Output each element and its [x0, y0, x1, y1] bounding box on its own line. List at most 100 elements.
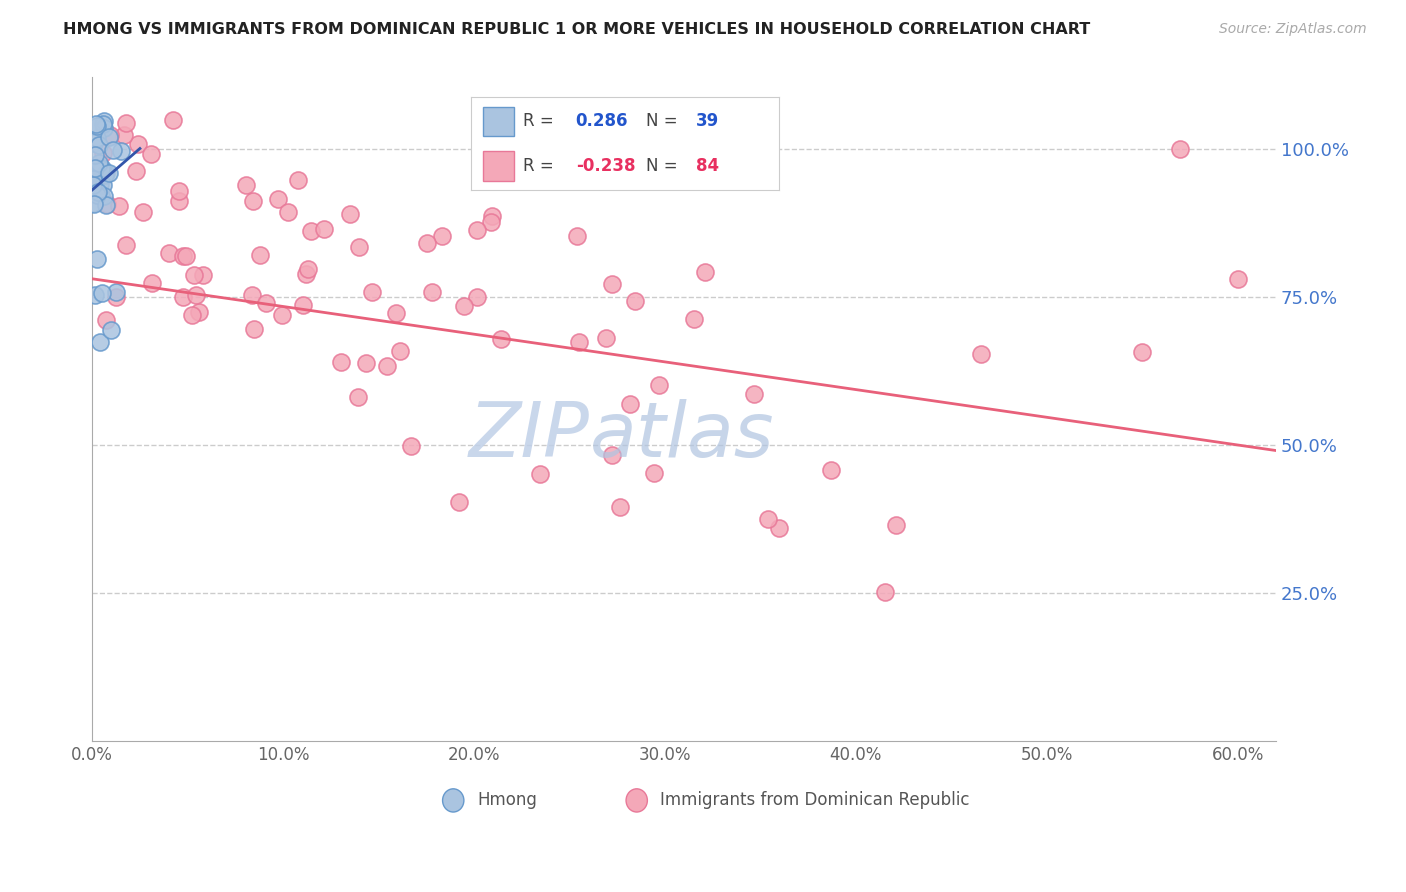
Point [240, 287, 263, 301]
Point [347, 240, 370, 254]
Point [375, 359, 398, 373]
Point [354, 356, 377, 370]
Text: HMONG VS IMMIGRANTS FROM DOMINICAN REPUBLIC 1 OR MORE VEHICLES IN HOUSEHOLD CORR: HMONG VS IMMIGRANTS FROM DOMINICAN REPUB… [63, 22, 1091, 37]
Point [87, 185, 110, 199]
Point [643, 466, 665, 480]
Point [565, 228, 588, 243]
Point [82, 196, 104, 211]
Point [1130, 345, 1153, 359]
Point [742, 387, 765, 401]
Ellipse shape [443, 789, 464, 812]
Point [98, 166, 121, 180]
Point [291, 298, 314, 312]
Point [93, 121, 115, 136]
Point [91, 161, 114, 176]
Point [86, 117, 108, 131]
Point [157, 245, 180, 260]
Point [600, 448, 623, 462]
Point [93, 114, 115, 128]
Point [609, 500, 631, 515]
Text: Hmong: Hmong [477, 791, 537, 809]
Point [758, 512, 780, 526]
Point [96, 197, 118, 211]
Point [624, 293, 647, 308]
Point [87, 155, 110, 169]
Point [172, 290, 194, 304]
Point [297, 262, 319, 277]
Point [86, 187, 108, 202]
Point [491, 332, 513, 346]
Point [94, 168, 117, 182]
Point [191, 268, 214, 283]
Point [235, 178, 257, 193]
Text: ZIP: ZIP [468, 399, 589, 473]
Point [101, 143, 124, 157]
Point [91, 145, 114, 160]
Point [420, 285, 443, 299]
Point [266, 192, 288, 206]
Point [619, 397, 641, 411]
Point [188, 305, 211, 319]
Point [174, 249, 197, 263]
Point [287, 173, 309, 187]
Point [127, 136, 149, 151]
Point [87, 163, 110, 178]
Point [453, 299, 475, 313]
Point [820, 463, 842, 477]
Point [415, 235, 437, 250]
Point [768, 521, 790, 535]
Point [595, 331, 617, 345]
Point [112, 128, 135, 142]
Point [132, 205, 155, 219]
Point [108, 199, 131, 213]
Point [84, 287, 107, 301]
Point [294, 267, 316, 281]
Point [183, 268, 205, 282]
Point [100, 323, 122, 337]
Point [86, 131, 108, 145]
Point [89, 189, 111, 203]
Point [481, 209, 503, 223]
Point [249, 247, 271, 261]
Point [114, 238, 136, 252]
Point [1226, 272, 1249, 286]
Point [115, 116, 138, 130]
Point [693, 265, 716, 279]
Point [600, 277, 623, 291]
Point [91, 178, 114, 193]
Point [299, 224, 322, 238]
Point [83, 161, 105, 176]
Point [94, 198, 117, 212]
Point [243, 322, 266, 336]
Point [125, 164, 148, 178]
Ellipse shape [626, 789, 647, 812]
Point [139, 147, 162, 161]
Point [96, 166, 118, 180]
Point [83, 136, 105, 150]
Point [568, 335, 591, 350]
Point [385, 306, 408, 320]
Point [186, 288, 208, 302]
Point [388, 344, 411, 359]
Point [884, 517, 907, 532]
Point [970, 347, 993, 361]
Point [167, 184, 190, 198]
Point [447, 494, 470, 508]
Point [1170, 141, 1192, 155]
Point [430, 229, 453, 244]
Point [254, 296, 277, 310]
Point [97, 129, 120, 144]
Point [104, 285, 127, 299]
Point [86, 252, 108, 266]
Point [91, 117, 114, 131]
Point [104, 289, 127, 303]
Point [98, 128, 121, 142]
Point [465, 290, 488, 304]
Point [682, 311, 704, 326]
Point [83, 148, 105, 162]
Point [96, 313, 118, 327]
Point [90, 162, 112, 177]
Point [89, 178, 111, 192]
Point [339, 207, 361, 221]
Point [277, 205, 299, 219]
